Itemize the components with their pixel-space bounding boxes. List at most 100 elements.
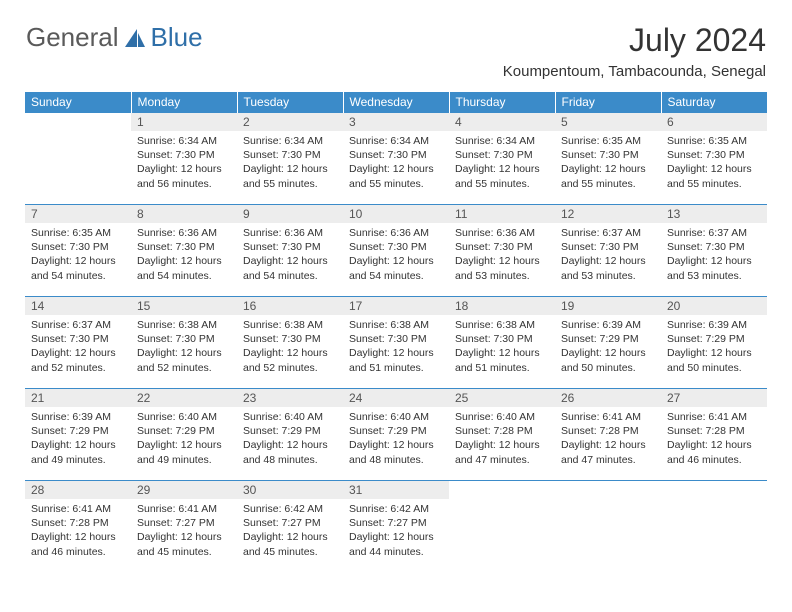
weekday-header: Wednesday	[343, 92, 449, 113]
day-details: Sunrise: 6:34 AMSunset: 7:30 PMDaylight:…	[449, 131, 555, 195]
day-number: 24	[343, 389, 449, 407]
calendar-table: SundayMondayTuesdayWednesdayThursdayFrid…	[25, 92, 767, 573]
day-details: Sunrise: 6:40 AMSunset: 7:29 PMDaylight:…	[343, 407, 449, 471]
calendar-row: 14Sunrise: 6:37 AMSunset: 7:30 PMDayligh…	[25, 297, 767, 389]
calendar-cell: 16Sunrise: 6:38 AMSunset: 7:30 PMDayligh…	[237, 297, 343, 389]
calendar-cell: 19Sunrise: 6:39 AMSunset: 7:29 PMDayligh…	[555, 297, 661, 389]
brand-word2: Blue	[151, 22, 203, 53]
day-number: 20	[661, 297, 767, 315]
day-number: 11	[449, 205, 555, 223]
calendar-cell	[661, 481, 767, 573]
calendar-cell: 1Sunrise: 6:34 AMSunset: 7:30 PMDaylight…	[131, 113, 237, 205]
calendar-cell: 9Sunrise: 6:36 AMSunset: 7:30 PMDaylight…	[237, 205, 343, 297]
calendar-cell: 14Sunrise: 6:37 AMSunset: 7:30 PMDayligh…	[25, 297, 131, 389]
calendar-cell: 29Sunrise: 6:41 AMSunset: 7:27 PMDayligh…	[131, 481, 237, 573]
day-number: 23	[237, 389, 343, 407]
day-details: Sunrise: 6:41 AMSunset: 7:28 PMDaylight:…	[555, 407, 661, 471]
calendar-row: 7Sunrise: 6:35 AMSunset: 7:30 PMDaylight…	[25, 205, 767, 297]
day-number: 6	[661, 113, 767, 131]
day-number: 7	[25, 205, 131, 223]
day-details: Sunrise: 6:38 AMSunset: 7:30 PMDaylight:…	[343, 315, 449, 379]
day-details: Sunrise: 6:39 AMSunset: 7:29 PMDaylight:…	[25, 407, 131, 471]
day-details: Sunrise: 6:41 AMSunset: 7:28 PMDaylight:…	[25, 499, 131, 563]
day-details: Sunrise: 6:35 AMSunset: 7:30 PMDaylight:…	[661, 131, 767, 195]
calendar-cell: 27Sunrise: 6:41 AMSunset: 7:28 PMDayligh…	[661, 389, 767, 481]
day-number: 31	[343, 481, 449, 499]
day-number: 5	[555, 113, 661, 131]
sail-icon	[123, 27, 147, 49]
calendar-cell: 4Sunrise: 6:34 AMSunset: 7:30 PMDaylight…	[449, 113, 555, 205]
day-details: Sunrise: 6:40 AMSunset: 7:28 PMDaylight:…	[449, 407, 555, 471]
calendar-cell: 23Sunrise: 6:40 AMSunset: 7:29 PMDayligh…	[237, 389, 343, 481]
calendar-body: 1Sunrise: 6:34 AMSunset: 7:30 PMDaylight…	[25, 113, 767, 573]
calendar-cell: 22Sunrise: 6:40 AMSunset: 7:29 PMDayligh…	[131, 389, 237, 481]
weekday-header: Tuesday	[237, 92, 343, 113]
calendar-cell: 18Sunrise: 6:38 AMSunset: 7:30 PMDayligh…	[449, 297, 555, 389]
day-details: Sunrise: 6:36 AMSunset: 7:30 PMDaylight:…	[343, 223, 449, 287]
calendar-cell: 10Sunrise: 6:36 AMSunset: 7:30 PMDayligh…	[343, 205, 449, 297]
day-number: 8	[131, 205, 237, 223]
calendar-cell: 6Sunrise: 6:35 AMSunset: 7:30 PMDaylight…	[661, 113, 767, 205]
day-number: 19	[555, 297, 661, 315]
weekday-header: Friday	[555, 92, 661, 113]
calendar-cell: 26Sunrise: 6:41 AMSunset: 7:28 PMDayligh…	[555, 389, 661, 481]
title-block: July 2024 Koumpentoum, Tambacounda, Sene…	[503, 22, 766, 80]
calendar-cell	[25, 113, 131, 205]
day-details: Sunrise: 6:36 AMSunset: 7:30 PMDaylight:…	[237, 223, 343, 287]
calendar-cell: 21Sunrise: 6:39 AMSunset: 7:29 PMDayligh…	[25, 389, 131, 481]
calendar-cell: 31Sunrise: 6:42 AMSunset: 7:27 PMDayligh…	[343, 481, 449, 573]
calendar-cell: 13Sunrise: 6:37 AMSunset: 7:30 PMDayligh…	[661, 205, 767, 297]
weekday-header: Sunday	[25, 92, 131, 113]
calendar-cell: 5Sunrise: 6:35 AMSunset: 7:30 PMDaylight…	[555, 113, 661, 205]
location-text: Koumpentoum, Tambacounda, Senegal	[503, 63, 766, 80]
header: General Blue July 2024 Koumpentoum, Tamb…	[0, 0, 792, 86]
day-number: 15	[131, 297, 237, 315]
day-details: Sunrise: 6:42 AMSunset: 7:27 PMDaylight:…	[237, 499, 343, 563]
day-number: 14	[25, 297, 131, 315]
day-details: Sunrise: 6:35 AMSunset: 7:30 PMDaylight:…	[25, 223, 131, 287]
day-details: Sunrise: 6:42 AMSunset: 7:27 PMDaylight:…	[343, 499, 449, 563]
day-number: 27	[661, 389, 767, 407]
weekday-header: Thursday	[449, 92, 555, 113]
calendar-cell: 2Sunrise: 6:34 AMSunset: 7:30 PMDaylight…	[237, 113, 343, 205]
day-number: 3	[343, 113, 449, 131]
day-number: 9	[237, 205, 343, 223]
month-title: July 2024	[503, 22, 766, 59]
day-number: 22	[131, 389, 237, 407]
calendar-cell: 17Sunrise: 6:38 AMSunset: 7:30 PMDayligh…	[343, 297, 449, 389]
day-details: Sunrise: 6:37 AMSunset: 7:30 PMDaylight:…	[25, 315, 131, 379]
calendar-cell	[555, 481, 661, 573]
brand-logo: General Blue	[26, 22, 203, 53]
day-number: 10	[343, 205, 449, 223]
day-details: Sunrise: 6:34 AMSunset: 7:30 PMDaylight:…	[237, 131, 343, 195]
day-number: 26	[555, 389, 661, 407]
calendar-row: 21Sunrise: 6:39 AMSunset: 7:29 PMDayligh…	[25, 389, 767, 481]
day-number: 17	[343, 297, 449, 315]
day-details: Sunrise: 6:39 AMSunset: 7:29 PMDaylight:…	[555, 315, 661, 379]
day-details: Sunrise: 6:35 AMSunset: 7:30 PMDaylight:…	[555, 131, 661, 195]
day-number: 2	[237, 113, 343, 131]
calendar-cell: 12Sunrise: 6:37 AMSunset: 7:30 PMDayligh…	[555, 205, 661, 297]
day-details: Sunrise: 6:41 AMSunset: 7:28 PMDaylight:…	[661, 407, 767, 471]
day-details: Sunrise: 6:40 AMSunset: 7:29 PMDaylight:…	[131, 407, 237, 471]
weekday-header: Monday	[131, 92, 237, 113]
weekday-header: Saturday	[661, 92, 767, 113]
calendar-cell: 3Sunrise: 6:34 AMSunset: 7:30 PMDaylight…	[343, 113, 449, 205]
calendar-row: 28Sunrise: 6:41 AMSunset: 7:28 PMDayligh…	[25, 481, 767, 573]
calendar-cell	[449, 481, 555, 573]
calendar-cell: 11Sunrise: 6:36 AMSunset: 7:30 PMDayligh…	[449, 205, 555, 297]
day-details: Sunrise: 6:34 AMSunset: 7:30 PMDaylight:…	[131, 131, 237, 195]
day-number: 4	[449, 113, 555, 131]
day-number: 16	[237, 297, 343, 315]
day-details: Sunrise: 6:37 AMSunset: 7:30 PMDaylight:…	[555, 223, 661, 287]
day-number: 13	[661, 205, 767, 223]
day-details: Sunrise: 6:38 AMSunset: 7:30 PMDaylight:…	[131, 315, 237, 379]
calendar-cell: 15Sunrise: 6:38 AMSunset: 7:30 PMDayligh…	[131, 297, 237, 389]
calendar-cell: 8Sunrise: 6:36 AMSunset: 7:30 PMDaylight…	[131, 205, 237, 297]
day-number: 30	[237, 481, 343, 499]
day-details: Sunrise: 6:41 AMSunset: 7:27 PMDaylight:…	[131, 499, 237, 563]
day-details: Sunrise: 6:34 AMSunset: 7:30 PMDaylight:…	[343, 131, 449, 195]
day-number: 12	[555, 205, 661, 223]
calendar-cell: 20Sunrise: 6:39 AMSunset: 7:29 PMDayligh…	[661, 297, 767, 389]
calendar-cell: 25Sunrise: 6:40 AMSunset: 7:28 PMDayligh…	[449, 389, 555, 481]
